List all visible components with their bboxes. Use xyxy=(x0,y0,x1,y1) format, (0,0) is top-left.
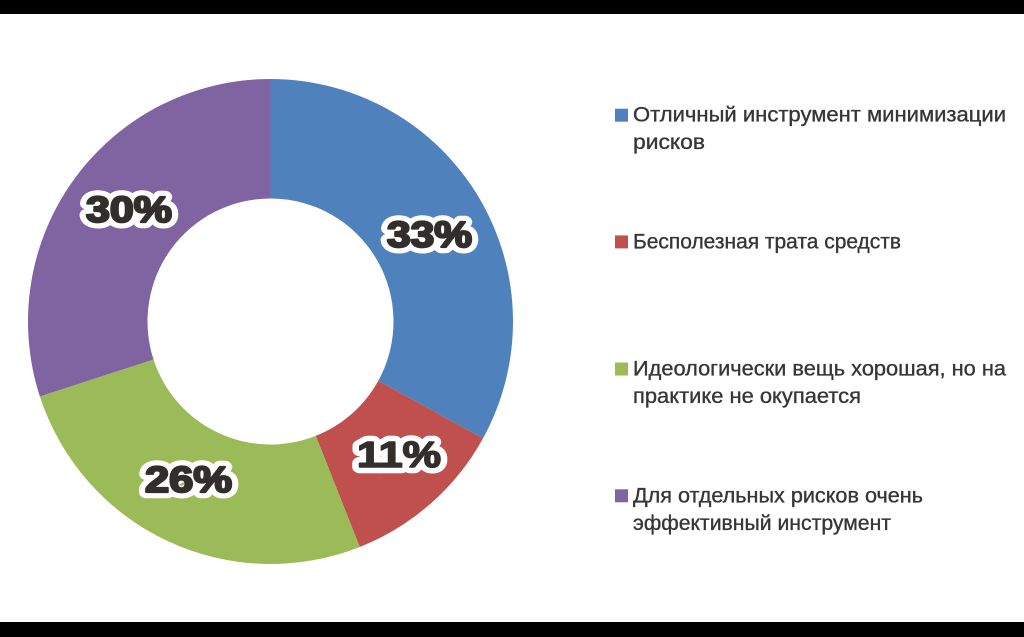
svg-text:рисков: рисков xyxy=(633,131,705,154)
svg-text:11%: 11% xyxy=(357,434,441,475)
svg-text:33%: 33% xyxy=(387,214,472,255)
svg-text:26%: 26% xyxy=(145,459,232,500)
svg-text:Для отдельных рисков очень: Для отдельных рисков очень xyxy=(633,484,923,507)
svg-text:Отличный инструмент минимизаци: Отличный инструмент минимизации xyxy=(633,104,1006,127)
svg-text:26%: 26% xyxy=(145,459,232,500)
svg-text:Идеологически вещь хорошая, но: Идеологически вещь хорошая, но на xyxy=(633,358,1006,381)
svg-text:33%: 33% xyxy=(387,214,472,255)
svg-text:11%: 11% xyxy=(357,434,441,475)
svg-text:практике не окупается: практике не окупается xyxy=(633,385,861,408)
svg-text:эффективный инструмент: эффективный инструмент xyxy=(633,512,891,535)
svg-text:30%: 30% xyxy=(86,189,172,230)
svg-text:30%: 30% xyxy=(86,189,172,230)
svg-text:Бесполезная трата средств: Бесполезная трата средств xyxy=(633,230,901,253)
